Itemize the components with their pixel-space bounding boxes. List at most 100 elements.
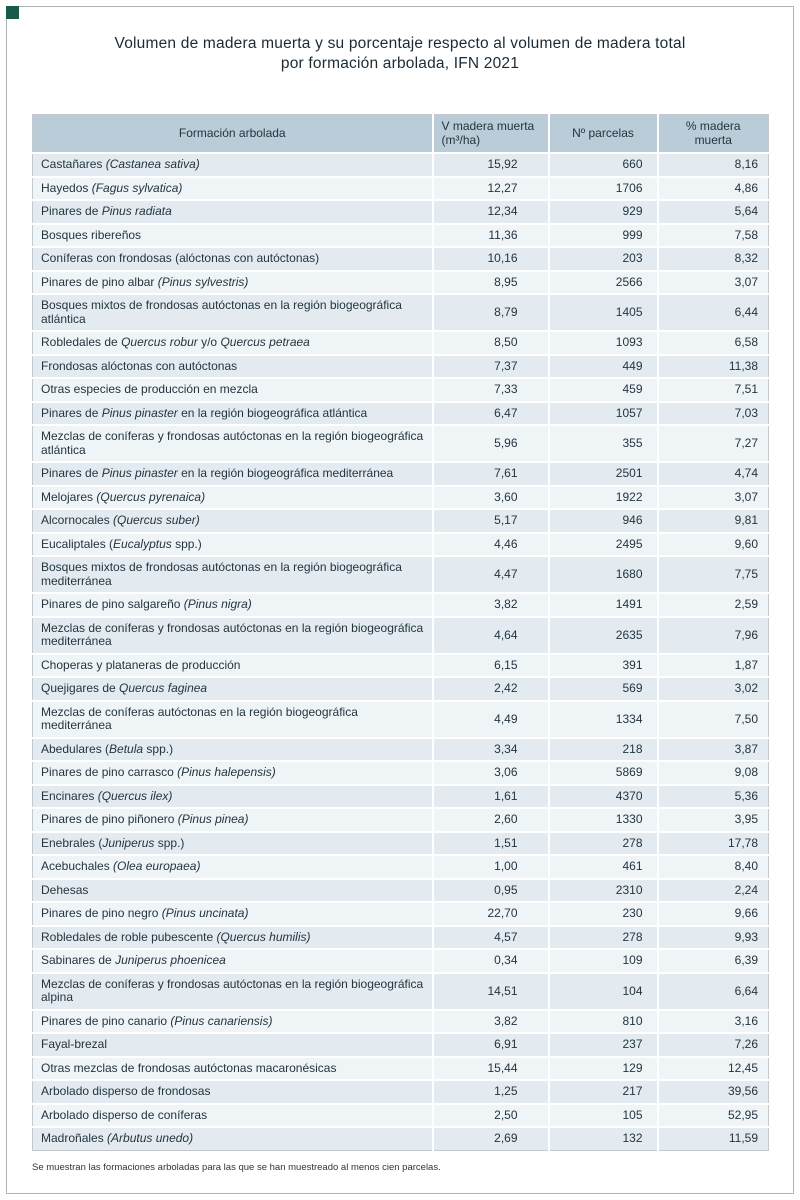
header-formacion: Formación arbolada	[32, 114, 434, 154]
formacion-cell: Abedulares (Betula spp.)	[32, 736, 434, 762]
formacion-cell: Enebrales (Juniperus spp.)	[32, 830, 434, 856]
pct-madera-muerta-cell: 9,08	[657, 760, 769, 785]
footnote: Se muestran las formaciones arboladas pa…	[32, 1161, 441, 1173]
v-madera-muerta-cell: 2,42	[432, 676, 550, 701]
n-parcelas-cell: 569	[548, 676, 659, 701]
pct-madera-muerta-cell: 6,58	[657, 330, 769, 355]
pct-madera-muerta-cell: 7,26	[657, 1032, 769, 1057]
n-parcelas-cell: 129	[548, 1055, 659, 1081]
pct-madera-muerta-cell: 9,66	[657, 901, 769, 926]
table-row: Hayedos (Fagus sylvatica) 12,27 1706 4,86	[32, 175, 769, 201]
pct-madera-muerta-cell: 6,39	[657, 948, 769, 973]
n-parcelas-cell: 1334	[548, 699, 659, 738]
n-parcelas-cell: 278	[548, 924, 659, 950]
table-row: Pinares de pino carrasco (Pinus halepens…	[32, 760, 769, 785]
header-v-madera-muerta: V madera muerta (m³/ha)	[432, 114, 550, 154]
v-madera-muerta-cell: 4,64	[432, 615, 550, 654]
v-madera-muerta-cell: 8,79	[432, 293, 550, 332]
formacion-cell: Bosques mixtos de frondosas autóctonas e…	[32, 293, 434, 332]
v-madera-muerta-cell: 22,70	[432, 901, 550, 926]
n-parcelas-cell: 391	[548, 652, 659, 678]
formacion-cell: Pinares de Pinus radiata	[32, 199, 434, 224]
v-madera-muerta-cell: 5,96	[432, 424, 550, 463]
table-row: Dehesas 0,95 2310 2,24	[32, 877, 769, 903]
v-madera-muerta-cell: 8,95	[432, 269, 550, 295]
n-parcelas-cell: 132	[548, 1126, 659, 1151]
pct-madera-muerta-cell: 4,74	[657, 461, 769, 486]
formacion-cell: Pinares de pino albar (Pinus sylvestris)	[32, 269, 434, 295]
table-row: Encinares (Quercus ilex) 1,61 4370 5,36	[32, 783, 769, 809]
table-row: Arbolado disperso de coníferas 2,50 105 52,…	[32, 1102, 769, 1128]
pct-madera-muerta-cell: 11,38	[657, 353, 769, 379]
table-row: Enebrales (Juniperus spp.) 1,51 278 17,78	[32, 830, 769, 856]
table-row: Robledales de roble pubescente (Quercus …	[32, 924, 769, 950]
v-madera-muerta-cell: 2,50	[432, 1102, 550, 1128]
n-parcelas-cell: 203	[548, 246, 659, 271]
n-parcelas-cell: 946	[548, 508, 659, 533]
v-madera-muerta-cell: 14,51	[432, 971, 550, 1010]
pct-madera-muerta-cell: 12,45	[657, 1055, 769, 1081]
table-container: Formación arbolada V madera muerta (m³/h…	[32, 114, 769, 1151]
table-row: Castañares (Castanea sativa) 15,92 660 8,16	[32, 152, 769, 177]
n-parcelas-cell: 999	[548, 222, 659, 248]
formacion-cell: Robledales de roble pubescente (Quercus …	[32, 924, 434, 950]
title-line-2: por formación arbolada, IFN 2021	[280, 55, 520, 73]
formacion-cell: Eucaliptales (Eucalyptus spp.)	[32, 531, 434, 557]
pct-madera-muerta-cell: 3,07	[657, 269, 769, 295]
pct-madera-muerta-cell: 3,95	[657, 807, 769, 832]
table-row: Coníferas con frondosas (alóctonas con a…	[32, 246, 769, 271]
pct-madera-muerta-cell: 6,44	[657, 293, 769, 332]
formacion-cell: Alcornocales (Quercus suber)	[32, 508, 434, 533]
pct-madera-muerta-cell: 7,03	[657, 400, 769, 426]
n-parcelas-cell: 810	[548, 1008, 659, 1034]
v-madera-muerta-cell: 6,15	[432, 652, 550, 678]
n-parcelas-cell: 2310	[548, 877, 659, 903]
v-madera-muerta-cell: 1,61	[432, 783, 550, 809]
n-parcelas-cell: 5869	[548, 760, 659, 785]
formacion-cell: Mezclas de coníferas y frondosas autócto…	[32, 971, 434, 1010]
formacion-cell: Arbolado disperso de coníferas	[32, 1102, 434, 1128]
v-madera-muerta-cell: 11,36	[432, 222, 550, 248]
n-parcelas-cell: 4370	[548, 783, 659, 809]
formacion-cell: Robledales de Quercus robur y/o Quercus …	[32, 330, 434, 355]
header-pct-madera-muerta: % madera muerta	[657, 114, 769, 154]
n-parcelas-cell: 1706	[548, 175, 659, 201]
data-table: Formación arbolada V madera muerta (m³/h…	[32, 114, 769, 1151]
table-row: Abedulares (Betula spp.) 3,34 218 3,87	[32, 736, 769, 762]
table-row: Frondosas alóctonas con autóctonas 7,37 44…	[32, 353, 769, 379]
pct-madera-muerta-cell: 8,40	[657, 854, 769, 879]
v-madera-muerta-cell: 0,95	[432, 877, 550, 903]
pct-madera-muerta-cell: 3,87	[657, 736, 769, 762]
v-madera-muerta-cell: 1,51	[432, 830, 550, 856]
formacion-cell: Pinares de pino carrasco (Pinus halepens…	[32, 760, 434, 785]
table-row: Pinares de pino albar (Pinus sylvestris)…	[32, 269, 769, 295]
table-row: Acebuchales (Olea europaea) 1,00 461 8,40	[32, 854, 769, 879]
pct-madera-muerta-cell: 3,02	[657, 676, 769, 701]
v-madera-muerta-cell: 1,25	[432, 1079, 550, 1104]
n-parcelas-cell: 1330	[548, 807, 659, 832]
n-parcelas-cell: 237	[548, 1032, 659, 1057]
n-parcelas-cell: 104	[548, 971, 659, 1010]
table-row: Bosques mixtos de frondosas autóctonas e…	[32, 555, 769, 594]
pct-madera-muerta-cell: 39,56	[657, 1079, 769, 1104]
pct-madera-muerta-cell: 4,86	[657, 175, 769, 201]
v-madera-muerta-cell: 4,46	[432, 531, 550, 557]
table-row: Quejigares de Quercus faginea 2,42 569 3,02	[32, 676, 769, 701]
formacion-cell: Hayedos (Fagus sylvatica)	[32, 175, 434, 201]
pct-madera-muerta-cell: 52,95	[657, 1102, 769, 1128]
pct-madera-muerta-cell: 3,07	[657, 484, 769, 510]
n-parcelas-cell: 355	[548, 424, 659, 463]
n-parcelas-cell: 278	[548, 830, 659, 856]
table-row: Mezclas de coníferas autóctonas en la re…	[32, 699, 769, 738]
table-row: Robledales de Quercus robur y/o Quercus …	[32, 330, 769, 355]
v-madera-muerta-cell: 8,50	[432, 330, 550, 355]
formacion-cell: Pinares de pino canario (Pinus canariens…	[32, 1008, 434, 1034]
formacion-cell: Mezclas de coníferas autóctonas en la re…	[32, 699, 434, 738]
pct-madera-muerta-cell: 7,51	[657, 377, 769, 402]
v-madera-muerta-cell: 2,60	[432, 807, 550, 832]
v-madera-muerta-cell: 3,60	[432, 484, 550, 510]
table-row: Arbolado disperso de frondosas 1,25 217 39,…	[32, 1079, 769, 1104]
formacion-cell: Pinares de Pinus pinaster en la región b…	[32, 400, 434, 426]
v-madera-muerta-cell: 3,34	[432, 736, 550, 762]
table-row: Pinares de pino negro (Pinus uncinata) 22…	[32, 901, 769, 926]
